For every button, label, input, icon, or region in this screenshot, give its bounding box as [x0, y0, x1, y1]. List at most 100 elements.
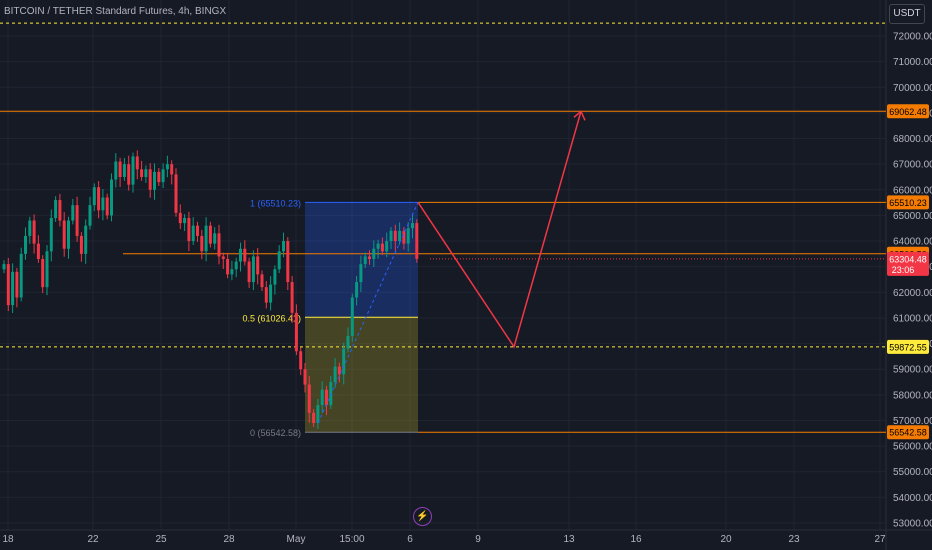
x-tick-label: 25: [155, 534, 167, 545]
candle-body: [204, 225, 208, 252]
candle-body: [389, 230, 393, 242]
candle-body: [273, 269, 277, 285]
currency-button[interactable]: USDT: [889, 4, 925, 24]
lightning-icon[interactable]: ⚡: [413, 507, 432, 526]
x-tick-label: 28: [223, 534, 235, 545]
candle-body: [75, 205, 79, 236]
y-tick-label: 71000.00: [893, 57, 932, 68]
candle-body: [174, 174, 178, 213]
candle-body: [286, 241, 290, 283]
y-tick-label: 70000.00: [893, 83, 932, 94]
candle-body: [398, 230, 402, 242]
price-tag-bg: [887, 195, 929, 210]
x-tick-label: 6: [407, 534, 413, 545]
candle-body: [165, 164, 169, 170]
candle-body: [140, 169, 144, 177]
candle-body: [97, 187, 101, 211]
candle-body: [325, 389, 328, 406]
candle-body: [217, 233, 221, 257]
candle-body: [316, 405, 320, 424]
candle-body: [127, 164, 131, 185]
candle-body: [329, 382, 333, 406]
y-tick-label: 72000.00: [893, 32, 932, 43]
candle-body: [415, 223, 419, 259]
candle-body: [45, 251, 49, 288]
candle-body: [101, 197, 105, 211]
y-tick-label: 53000.00: [893, 519, 932, 530]
price-tag-label: 65510.23: [889, 198, 927, 208]
candle-body: [153, 171, 156, 190]
candle-body: [11, 271, 15, 306]
candle-body: [208, 225, 212, 244]
candle-body: [359, 264, 363, 283]
candle-body: [122, 164, 126, 177]
candle-body: [264, 287, 268, 303]
candle-body: [148, 169, 152, 190]
x-tick-label: 23: [788, 534, 800, 545]
candle-body: [67, 220, 70, 249]
candle-body: [157, 171, 161, 183]
y-tick-label: 55000.00: [893, 467, 932, 478]
price-tag-bg: [887, 339, 929, 354]
candle-body: [131, 156, 135, 185]
x-tick-label: 18: [2, 534, 14, 545]
candle-body: [200, 235, 204, 252]
candle-body: [299, 351, 303, 370]
current-price-countdown: 23:06: [892, 265, 915, 275]
projection-path: [417, 111, 582, 349]
candle-body: [92, 187, 96, 206]
y-tick-label: 67000.00: [893, 160, 932, 171]
candle-body: [110, 179, 113, 216]
y-tick-label: 58000.00: [893, 390, 932, 401]
current-price-value: 63304.48: [889, 254, 927, 264]
price-tag-bg: [887, 104, 929, 119]
candle-body: [6, 264, 10, 306]
price-tag-label: 56542.58: [889, 428, 927, 438]
candle-body: [2, 264, 6, 270]
candle-body: [402, 230, 406, 244]
candle-body: [350, 297, 354, 336]
candle-body: [221, 256, 225, 259]
candle-body: [28, 220, 32, 236]
candle-body: [36, 243, 40, 259]
price-tag-label: 69062.48: [889, 107, 927, 117]
candle-body: [290, 282, 294, 313]
x-tick-label: 9: [475, 534, 481, 545]
candle-body: [79, 235, 83, 254]
candle-body: [161, 169, 165, 183]
candle-body: [269, 284, 273, 303]
candle-body: [144, 169, 148, 177]
candle-body: [226, 258, 230, 275]
candle-body: [260, 274, 264, 288]
candle-body: [307, 384, 311, 413]
candle-body: [135, 156, 139, 170]
fib-level-label: 0 (56542.58): [250, 428, 301, 438]
y-tick-label: 65000.00: [893, 211, 932, 222]
candle-body: [277, 251, 281, 270]
y-tick-label: 56000.00: [893, 442, 932, 453]
candle-body: [19, 253, 23, 298]
candle-body: [243, 248, 247, 262]
candle-body: [385, 241, 389, 252]
candle-body: [239, 248, 242, 262]
price-tag-bg: [887, 425, 929, 440]
chart-title: BITCOIN / TETHER Standard Futures, 4h, B…: [4, 6, 227, 17]
candle-body: [372, 248, 376, 259]
price-tag-label: 59872.55: [889, 342, 927, 352]
y-tick-label: 57000.00: [893, 416, 932, 427]
candle-body: [105, 197, 109, 216]
x-tick-label: 22: [87, 534, 99, 545]
current-price-tag: [887, 251, 929, 276]
candle-body: [32, 220, 36, 244]
candle-body: [380, 243, 384, 252]
candle-body: [62, 220, 66, 249]
y-tick-label: 66000.00: [893, 185, 932, 196]
candle-body: [71, 205, 75, 221]
candle-body: [234, 261, 238, 270]
candle-body: [411, 223, 414, 229]
candle-body: [183, 217, 187, 224]
y-tick-label: 68000.00: [893, 134, 932, 145]
candle-body: [342, 348, 346, 375]
fib-zone-upper: [305, 202, 418, 318]
